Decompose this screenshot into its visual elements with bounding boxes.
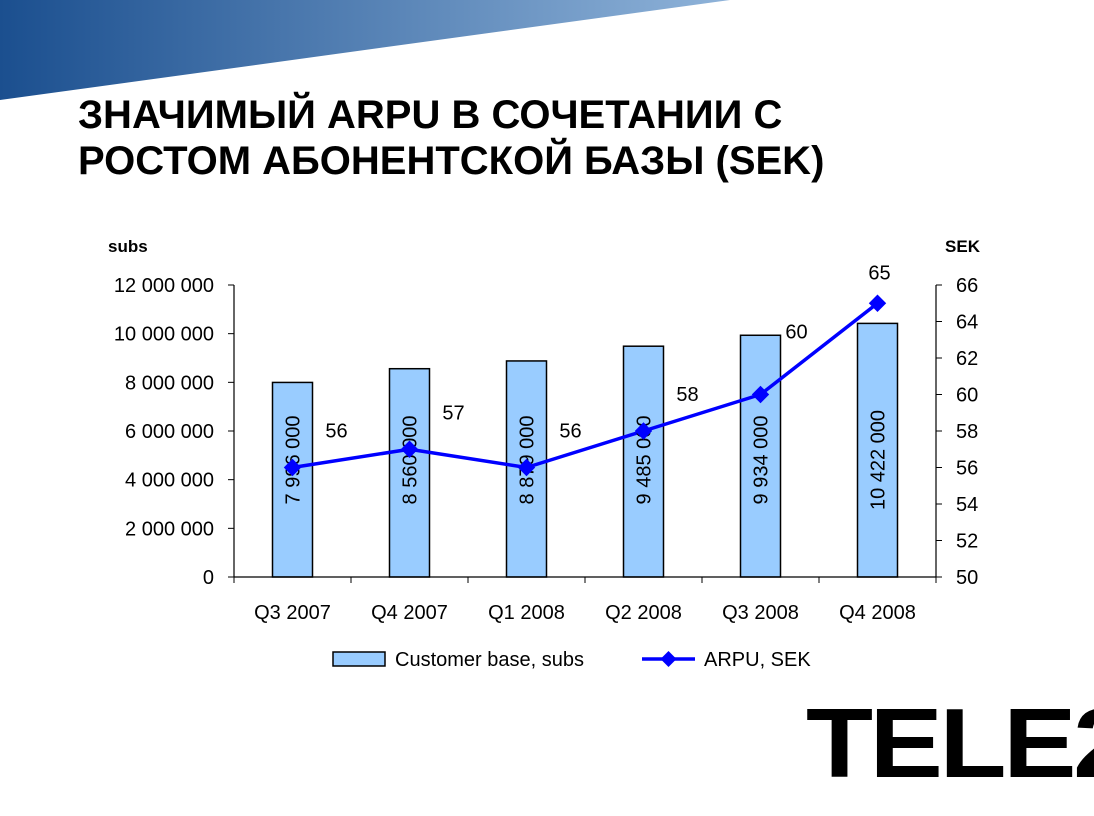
- header-banner: [0, 0, 730, 100]
- bar: [388, 367, 431, 578]
- slide-title: ЗНАЧИМЫЙ ARPU В СОЧЕТАНИИ С РОСТОМ АБОНЕ…: [78, 92, 978, 184]
- legend-bar-swatch: [332, 651, 386, 667]
- legend-line-label: ARPU, SEK: [704, 649, 811, 671]
- y-left-axis-title: subs: [108, 237, 148, 256]
- x-tick-label: Q4 2007: [371, 602, 448, 624]
- legend-line-marker: [660, 651, 677, 667]
- y-left-tick-label: 0: [203, 567, 214, 589]
- y-right-tick-label: 58: [956, 421, 978, 443]
- y-right-tick-label: 64: [956, 312, 978, 334]
- y-right-tick-label: 60: [956, 385, 978, 407]
- arpu-value-label: 56: [325, 421, 347, 443]
- combo-chart: 0 2 000 000 4 000 000 6 000 000 8 000 000 10 …: [108, 237, 981, 671]
- y-right-tick-label: 56: [956, 458, 978, 480]
- arpu-marker: [634, 422, 653, 440]
- bar-value-label: 9 934 000: [751, 416, 773, 505]
- y-right-tick-label: 66: [956, 275, 978, 297]
- y-right-tick-label: 62: [956, 348, 978, 370]
- x-tick-label: Q4 2008: [839, 602, 916, 624]
- x-tick-label: Q2 2008: [605, 602, 682, 624]
- y-left-tick-label: 4 000 000: [125, 470, 214, 492]
- arpu-value-label: 65: [868, 262, 890, 284]
- bar: [271, 381, 314, 578]
- x-tick-label: Q3 2007: [254, 602, 331, 624]
- y-right-tick-label: 54: [956, 494, 978, 516]
- y-right-tick-label: 50: [956, 567, 978, 589]
- x-tick-label: Q1 2008: [488, 602, 565, 624]
- bar-value-label: 8 560 000: [400, 416, 422, 505]
- arpu-marker: [283, 458, 302, 477]
- arpu-value-label: 56: [559, 421, 581, 443]
- bar-value-label: 10 422 000: [868, 410, 890, 510]
- y-left-tick-label: 2 000 000: [125, 518, 214, 540]
- arpu-marker: [517, 458, 536, 477]
- arpu-marker: [400, 440, 419, 458]
- bar: [856, 322, 899, 578]
- x-tick-label: Q3 2008: [722, 602, 799, 624]
- arpu-line: [292, 301, 879, 470]
- bar-value-label: 9 485 000: [634, 416, 656, 505]
- tele2-logo: TELE2: [806, 688, 1094, 798]
- arpu-value-label: 60: [785, 322, 807, 344]
- legend-bar-label: Customer base, subs: [395, 649, 584, 671]
- slide-title-line-2: РОСТОМ АБОНЕНТСКОЙ БАЗЫ (SEK): [78, 139, 825, 183]
- y-right-axis-title: SEK: [945, 237, 981, 256]
- slide-title-line-1: ЗНАЧИМЫЙ ARPU В СОЧЕТАНИИ С: [78, 93, 783, 137]
- y-left-tick-label: 6 000 000: [125, 421, 214, 443]
- arpu-marker: [751, 385, 770, 404]
- y-right-tick-label: 52: [956, 531, 978, 553]
- arpu-value-label: 58: [676, 384, 698, 406]
- y-left-tick-label: 8 000 000: [125, 372, 214, 394]
- arpu-marker: [868, 294, 887, 312]
- arpu-value-label: 57: [442, 402, 464, 424]
- y-left-tick-label: 12 000 000: [114, 275, 214, 297]
- y-left-tick-label: 10 000 000: [114, 324, 214, 346]
